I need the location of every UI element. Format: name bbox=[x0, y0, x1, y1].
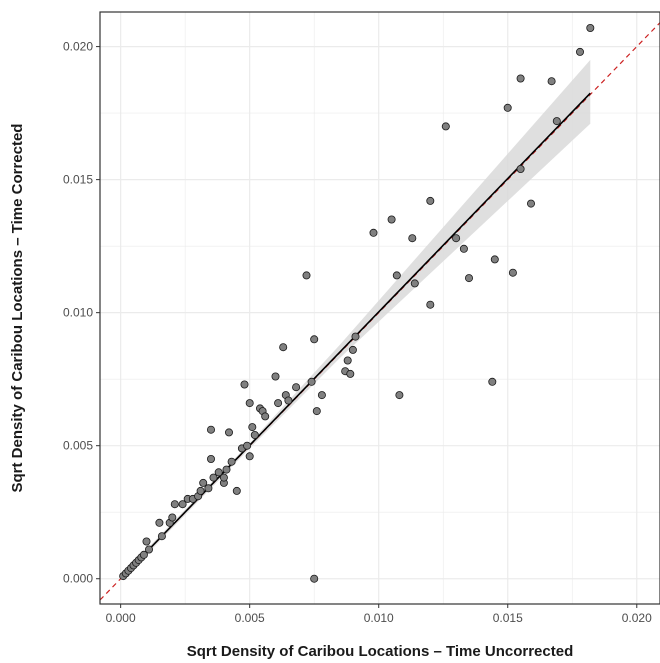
data-point bbox=[157, 532, 166, 541]
x-tick-label: 0.005 bbox=[235, 611, 265, 625]
x-tick-label: 0.015 bbox=[493, 611, 523, 625]
y-axis-title: Sqrt Density of Caribou Locations – Time… bbox=[9, 124, 26, 493]
y-tick-label: 0.020 bbox=[63, 40, 93, 54]
data-point bbox=[243, 441, 252, 450]
data-point bbox=[426, 300, 435, 309]
data-point bbox=[240, 380, 249, 389]
data-point bbox=[261, 412, 270, 421]
data-point bbox=[488, 377, 497, 386]
panel-border bbox=[99, 11, 660, 605]
y-tick-label: 0.015 bbox=[63, 173, 93, 187]
data-point bbox=[410, 279, 419, 288]
x-tick-label: 0.010 bbox=[364, 611, 394, 625]
data-point bbox=[214, 468, 223, 477]
x-tick-label: 0.020 bbox=[622, 611, 652, 625]
data-point bbox=[351, 332, 360, 341]
data-point bbox=[248, 423, 257, 432]
data-point bbox=[392, 271, 401, 280]
data-point bbox=[508, 268, 517, 277]
data-point bbox=[369, 228, 378, 237]
data-points bbox=[119, 23, 595, 583]
y-axis-ticks: 0.000 0.005 0.010 0.015 0.020 bbox=[63, 40, 100, 586]
data-point bbox=[426, 196, 435, 205]
data-point bbox=[222, 465, 231, 474]
data-point bbox=[155, 518, 164, 527]
data-point bbox=[245, 399, 254, 408]
data-point bbox=[142, 537, 151, 546]
reference-line bbox=[99, 22, 660, 601]
data-point bbox=[310, 335, 319, 344]
data-point bbox=[219, 473, 228, 482]
data-point bbox=[307, 377, 316, 386]
data-point bbox=[343, 356, 352, 365]
data-point bbox=[139, 550, 148, 559]
data-point bbox=[245, 452, 254, 461]
data-point bbox=[346, 369, 355, 378]
data-point bbox=[168, 513, 177, 522]
data-point bbox=[441, 122, 450, 131]
data-point bbox=[206, 425, 215, 434]
data-point bbox=[279, 343, 288, 352]
data-point bbox=[224, 428, 233, 437]
data-point bbox=[387, 215, 396, 224]
data-point bbox=[250, 430, 259, 439]
data-point bbox=[170, 500, 179, 509]
data-point bbox=[178, 500, 187, 509]
data-point bbox=[586, 23, 595, 32]
data-point bbox=[516, 164, 525, 173]
data-point bbox=[408, 234, 417, 243]
data-point bbox=[527, 199, 536, 208]
data-point bbox=[503, 103, 512, 112]
data-point bbox=[312, 407, 321, 416]
data-point bbox=[199, 478, 208, 487]
data-point bbox=[395, 391, 404, 400]
data-point bbox=[227, 457, 236, 466]
data-point bbox=[204, 484, 213, 493]
x-axis-title: Sqrt Density of Caribou Locations – Time… bbox=[187, 643, 573, 660]
y-tick-label: 0.005 bbox=[63, 439, 93, 453]
data-point bbox=[464, 274, 473, 283]
data-point bbox=[196, 486, 205, 495]
data-point bbox=[459, 244, 468, 253]
data-point bbox=[302, 271, 311, 280]
data-point bbox=[206, 454, 215, 463]
y-tick-label: 0.000 bbox=[63, 572, 93, 586]
data-point bbox=[209, 473, 218, 482]
data-point bbox=[144, 545, 153, 554]
data-point bbox=[552, 117, 561, 126]
data-point bbox=[310, 574, 319, 583]
x-tick-label: 0.000 bbox=[106, 611, 136, 625]
data-point bbox=[490, 255, 499, 264]
data-point bbox=[547, 77, 556, 86]
data-point bbox=[317, 391, 326, 400]
data-point bbox=[274, 399, 283, 408]
y-tick-label: 0.010 bbox=[63, 306, 93, 320]
data-point bbox=[232, 486, 241, 495]
data-point bbox=[284, 396, 293, 405]
data-point bbox=[348, 345, 357, 354]
data-point bbox=[271, 372, 280, 381]
data-point bbox=[292, 383, 301, 392]
reference-line-group bbox=[99, 22, 660, 601]
x-axis-ticks: 0.000 0.005 0.010 0.015 0.020 bbox=[106, 604, 652, 625]
data-point bbox=[452, 234, 461, 243]
data-point bbox=[576, 47, 585, 56]
data-point bbox=[516, 74, 525, 83]
